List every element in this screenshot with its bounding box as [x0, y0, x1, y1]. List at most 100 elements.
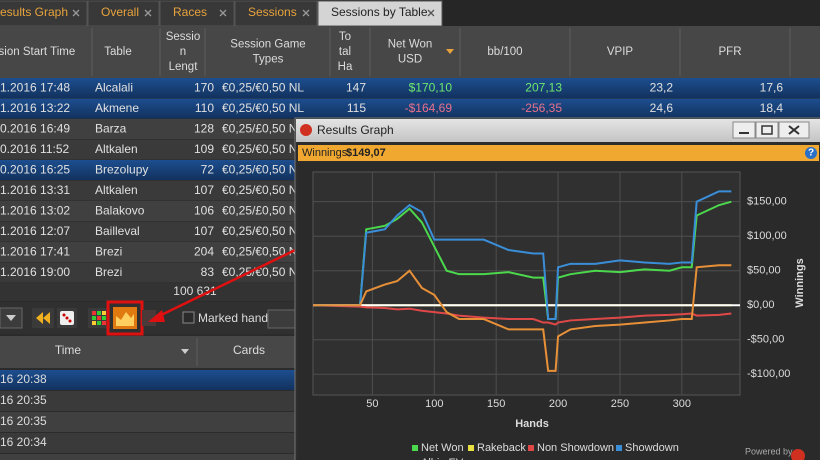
title-bar [296, 119, 820, 142]
column-header[interactable]: Net Won [388, 39, 433, 51]
table-cell: 1.2016 13:02 [0, 203, 70, 217]
table-cell: Altkalen [95, 142, 138, 156]
logo [791, 449, 805, 460]
sort-arrow [181, 349, 189, 354]
table-row[interactable] [0, 370, 300, 390]
table-cell: 16 20:35 [0, 393, 47, 407]
column-header[interactable]: VPIP [607, 46, 634, 58]
table-cell: €0,25/€0,50 NL [222, 183, 304, 197]
table-cell: 0.2016 16:49 [0, 121, 70, 135]
table-cell: Barza [95, 121, 127, 135]
sort-arrow [446, 49, 454, 54]
table-row[interactable] [0, 78, 820, 98]
table-cell: 107 [194, 224, 214, 238]
table-cell: 109 [194, 142, 214, 156]
tab-close[interactable] [427, 9, 435, 17]
table-cell: 16 20:38 [0, 372, 47, 386]
column-header[interactable]: Sessio [166, 31, 201, 43]
table-cell: 1.2016 13:22 [0, 101, 70, 115]
table-cell: 128 [194, 121, 214, 135]
series-group [313, 190, 740, 372]
table-cell: 1.2016 13:31 [0, 183, 70, 197]
series-line [313, 190, 732, 321]
table-row[interactable] [0, 412, 300, 432]
winnings-label: Winnings: [302, 147, 350, 159]
table-cell: €0,25/£0,50 NL [222, 121, 304, 135]
column-header[interactable]: USD [398, 54, 422, 66]
table-cell: 115 [347, 101, 366, 115]
arrow-head [148, 310, 165, 322]
table-cell: Bailleval [95, 224, 140, 238]
svg-text:?: ? [808, 148, 814, 159]
table-cell: €0,25/€0,50 NL [222, 162, 304, 176]
text-input[interactable] [267, 309, 299, 329]
tab-label: esults Graph [0, 5, 68, 19]
column-header[interactable]: PFR [719, 46, 742, 58]
table-cell: €0,25/€0,50 NL [222, 80, 304, 94]
table-cell: 207,13 [525, 80, 562, 94]
plot-area [312, 171, 741, 396]
table-row [0, 454, 300, 460]
column-header[interactable]: Lengt [169, 61, 199, 73]
legend-label: Showdown [625, 442, 679, 454]
table-cell: 23,2 [650, 80, 674, 94]
table-cell: 0.2016 16:25 [0, 162, 70, 176]
tab-close[interactable] [302, 9, 310, 17]
tab-label: Sessions by Table [331, 5, 428, 19]
table-cell: €0,25/£0,50 NL [222, 203, 304, 217]
table-cell: Brezi [95, 265, 122, 279]
table-cell: 72 [201, 162, 215, 176]
column-header[interactable]: tal [339, 46, 351, 58]
column-header[interactable]: Ha [338, 61, 353, 73]
winnings-value: $149,07 [346, 147, 386, 159]
winnings-bar [298, 145, 819, 161]
series-line [313, 200, 732, 321]
column-header[interactable]: ssion Start Time [0, 46, 75, 58]
table-cell: 1.2016 17:48 [0, 80, 70, 94]
table-cell: 83 [201, 265, 215, 279]
minimize-button[interactable] [732, 121, 756, 139]
app-icon [300, 124, 312, 136]
column-header[interactable]: Time [55, 343, 82, 357]
y-axis-label: Winnings [794, 258, 806, 307]
table-row[interactable] [0, 98, 820, 119]
column-header[interactable]: n [180, 46, 186, 58]
column-header[interactable]: bb/100 [487, 46, 522, 58]
table-cell: 147 [346, 80, 366, 94]
y-tick-label: $0,00 [747, 299, 775, 311]
column-header[interactable]: Table [104, 46, 132, 58]
maximize-button[interactable] [755, 121, 779, 139]
table-cell: €0,25/€0,50 NL [222, 224, 304, 238]
table-row[interactable] [0, 391, 300, 411]
table-cell: 1.2016 17:41 [0, 244, 70, 258]
toolbar: Marked hands [0, 300, 299, 336]
column-header[interactable]: Cards [233, 343, 265, 357]
rewind-icon [36, 312, 50, 324]
y-tick-label: -$100,00 [747, 368, 790, 380]
x-tick-label: 200 [549, 398, 567, 410]
tab-close[interactable] [144, 9, 152, 17]
table-cell: 16 20:34 [0, 435, 47, 449]
series-line [313, 304, 732, 326]
table-cell: 16 20:35 [0, 414, 47, 428]
tab-bar: esults Graph Overall Races Sessions Sessions… [0, 0, 820, 27]
tab-label: Overall [101, 5, 139, 19]
chart: -$100,00 -$50,00 $0,00 $50,00 $100,00 $150,00… [313, 172, 806, 460]
legend-label: Non Showdown [537, 442, 614, 454]
window-title: Results Graph [317, 123, 394, 137]
table-row[interactable] [0, 433, 300, 453]
column-header[interactable]: Session Game [230, 39, 305, 51]
table-cell: 170 [194, 80, 214, 94]
table-cell: 204 [194, 244, 214, 258]
tab-close[interactable] [72, 9, 80, 17]
help-icon[interactable] [805, 147, 817, 159]
column-header[interactable]: Types [253, 54, 284, 66]
table-cell: 24,6 [650, 101, 674, 115]
table-cell: 1.2016 12:07 [0, 224, 70, 238]
tab[interactable] [317, 0, 443, 27]
column-header[interactable]: To [339, 31, 351, 43]
checkbox[interactable] [182, 311, 195, 324]
tab-close[interactable] [219, 9, 227, 17]
table-cell: 107 [194, 183, 214, 197]
